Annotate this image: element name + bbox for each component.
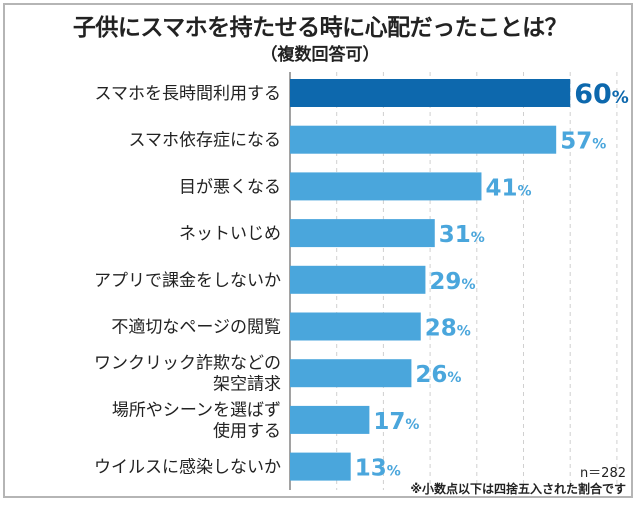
category-label: 不適切なページの閲覧 <box>111 318 281 338</box>
value-label: 17% <box>373 409 419 435</box>
bar <box>290 359 412 388</box>
bar <box>290 265 426 294</box>
bar <box>290 79 571 107</box>
value-label: 26% <box>415 362 461 388</box>
chart-frame <box>3 3 633 498</box>
bar <box>290 219 435 248</box>
bar <box>290 405 370 434</box>
category-label: アプリで課金をしないか <box>94 271 281 291</box>
category-label: 目が悪くなる <box>179 177 281 197</box>
category-label: スマホを長時間利用する <box>95 84 282 104</box>
bar <box>290 312 421 341</box>
value-label: 31% <box>439 222 485 248</box>
chart-subtitle: （複数回答可） <box>260 45 380 65</box>
value-label: 29% <box>429 269 475 295</box>
value-label: 41% <box>485 175 531 201</box>
sample-size: n＝282 <box>579 466 626 481</box>
category-label: ウイルスに感染しないか <box>94 458 281 478</box>
category-label: ネットいじめ <box>179 224 281 244</box>
category-label: ワンクリック詐欺などの架空請求 <box>94 354 281 395</box>
chart-title: 子供にスマホを持たせる時に心配だったことは？ <box>72 15 568 41</box>
bar <box>290 452 351 481</box>
category-label: スマホ依存症になる <box>129 131 282 151</box>
value-label: 28% <box>425 316 471 342</box>
bar <box>290 125 557 154</box>
value-label: 13% <box>355 456 401 482</box>
bar <box>290 172 482 201</box>
footnote: ※小数点以下は四捨五入された割合です <box>410 482 626 496</box>
category-label: 場所やシーンを選ばず使用する <box>112 400 281 441</box>
value-label: 60% <box>574 79 629 110</box>
value-label: 57% <box>560 129 606 155</box>
